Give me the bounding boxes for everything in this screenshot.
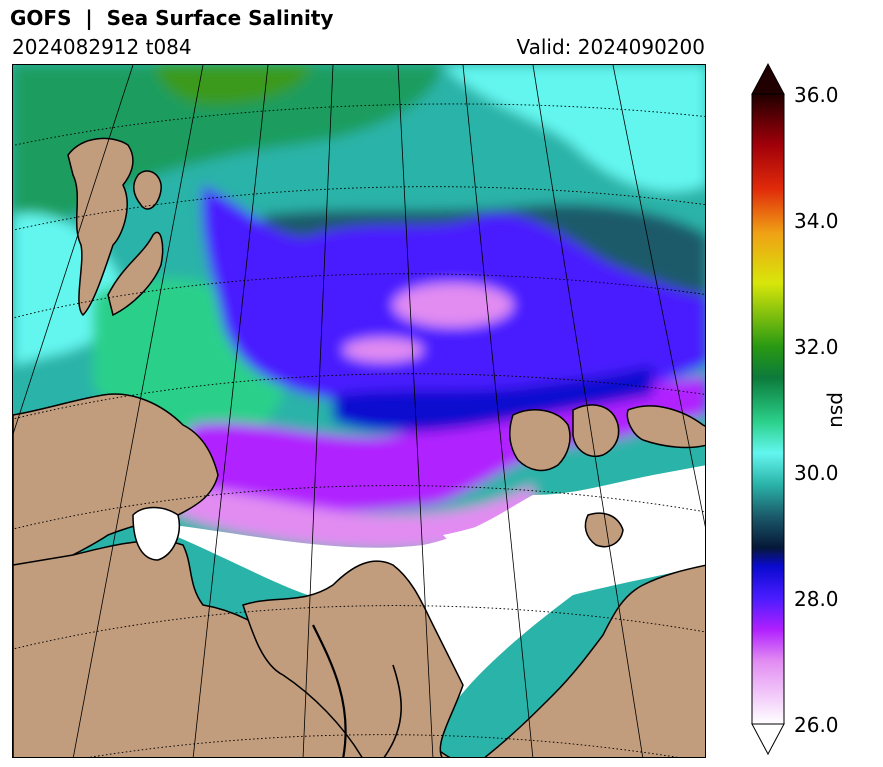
colorbar-tick-label: 26.0	[794, 713, 839, 737]
run-time-label: 2024082912 t084	[12, 35, 192, 59]
colorbar-svg	[751, 62, 785, 756]
colorbar-tick-label: 36.0	[794, 83, 839, 107]
colorbar-tick-label: 30.0	[794, 461, 839, 485]
river	[312, 624, 347, 757]
land	[13, 137, 705, 757]
colorbar-tick-label: 32.0	[794, 335, 839, 359]
colorbar-extend-max	[751, 62, 785, 95]
salinity-colorbar	[748, 62, 788, 758]
colorbar-extend-min	[751, 723, 785, 756]
colorbar-unit-label: psu	[826, 392, 850, 428]
salinity-map[interactable]	[12, 64, 706, 758]
river	[383, 664, 402, 757]
ice-patch	[443, 505, 613, 585]
map-canvas	[13, 65, 705, 757]
colorbar-tick-label: 28.0	[794, 587, 839, 611]
colorbar-tick-label: 34.0	[794, 209, 839, 233]
map-title: GOFS | Sea Surface Salinity	[10, 6, 334, 30]
graticule	[13, 103, 705, 757]
valid-time-label: Valid: 2024090200	[516, 35, 705, 59]
colorbar-gradient	[751, 93, 785, 725]
meridians	[13, 65, 705, 757]
